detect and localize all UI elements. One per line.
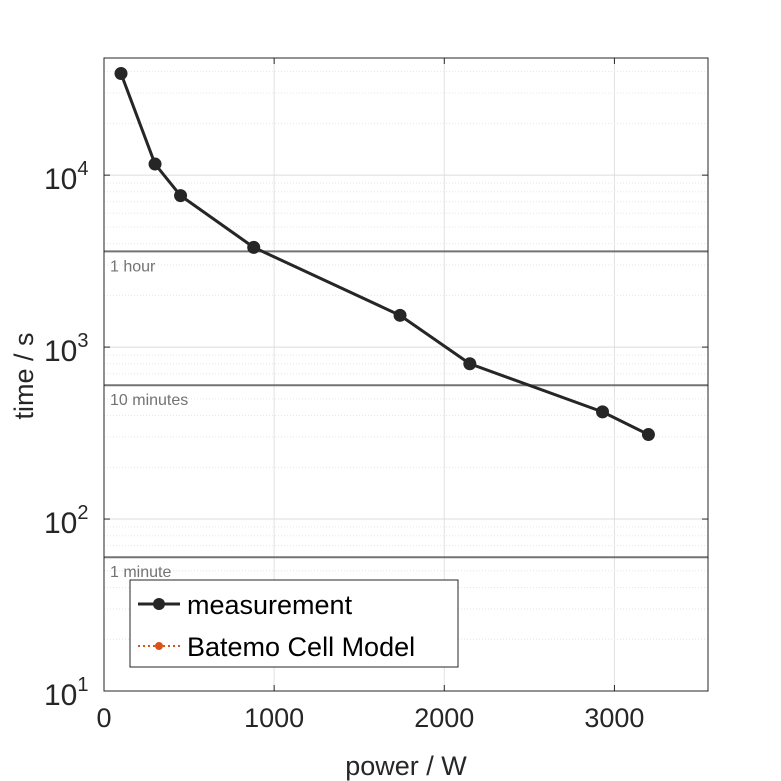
x-tick-label: 2000	[414, 703, 474, 733]
legend-label-batemo: Batemo Cell Model	[187, 632, 415, 662]
x-axis-label: power / W	[345, 751, 467, 781]
data-point	[114, 67, 128, 81]
reference-line-label: 10 minutes	[110, 392, 188, 409]
reference-line-label: 1 minute	[110, 564, 171, 581]
y-tick-label: 101	[44, 674, 89, 712]
legend-marker-measurement	[153, 598, 165, 610]
data-point	[174, 189, 188, 203]
series	[114, 67, 655, 442]
data-point	[641, 428, 655, 442]
data-point	[148, 157, 162, 171]
legend-label-measurement: measurement	[187, 590, 353, 620]
data-point	[596, 405, 610, 419]
legend-marker-batemo	[155, 642, 163, 650]
y-tick-label: 103	[44, 330, 89, 368]
data-point	[247, 240, 261, 254]
legend-box	[129, 579, 459, 668]
x-tick-label: 3000	[584, 703, 644, 733]
data-point	[463, 357, 477, 371]
grid	[104, 58, 708, 691]
legend: measurement Batemo Cell Model	[129, 579, 459, 668]
axis-ticks: 0 1000 2000 3000 101 102 103 104	[44, 58, 708, 733]
reference-lines: 1 hour 10 minutes 1 minute	[104, 250, 708, 581]
y-tick-label: 104	[44, 158, 89, 196]
y-tick-label: 102	[44, 502, 89, 540]
reference-line-label: 1 hour	[110, 258, 156, 275]
plot-frame	[103, 57, 709, 692]
series-line-measurement	[119, 72, 650, 436]
x-tick-label: 0	[96, 703, 111, 733]
data-point	[393, 308, 407, 322]
y-axis-label: time / s	[9, 332, 39, 419]
x-tick-label: 1000	[244, 703, 304, 733]
